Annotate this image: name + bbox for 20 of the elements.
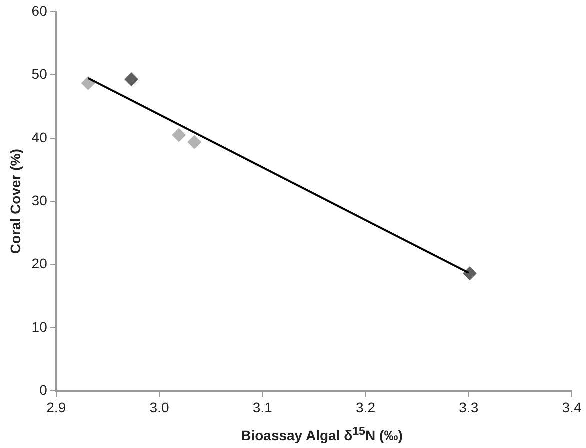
- y-tick-label: 0: [40, 382, 48, 398]
- y-tick-label: 10: [32, 318, 48, 335]
- x-axis-title: Bioassay Algal δ$^{15}$N (‰): [240, 425, 404, 444]
- point: [124, 72, 139, 87]
- y-axis-title: Coral Cover (%): [7, 149, 24, 254]
- y-tick-label: 40: [32, 129, 48, 146]
- point: [188, 135, 202, 150]
- y-tick-label: 60: [32, 2, 48, 19]
- point: [462, 266, 477, 281]
- y-tick-label: 30: [32, 192, 48, 208]
- x-tick-label: 3.4: [562, 399, 582, 416]
- x-tick-label: 3.3: [459, 399, 479, 416]
- point: [172, 128, 186, 142]
- point: [81, 76, 96, 90]
- x-tick-label: 3.1: [252, 399, 273, 416]
- y-tick-label: 20: [32, 256, 48, 272]
- x-tick-label: 3.2: [356, 399, 376, 416]
- x-tick-label: 3.0: [150, 399, 170, 416]
- y-tick-label: 50: [32, 66, 48, 82]
- x-tick-label: 2.9: [46, 399, 66, 416]
